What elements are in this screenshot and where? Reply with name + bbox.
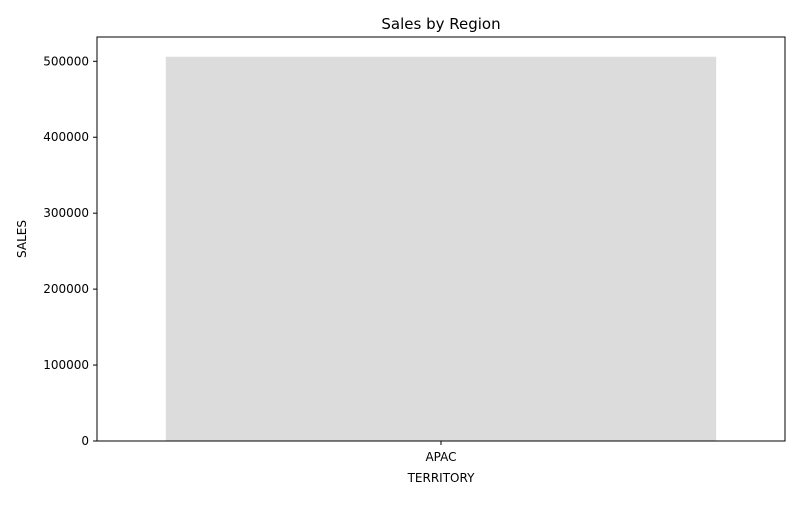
- y-axis-title: SALES: [15, 220, 29, 258]
- y-tick-label: 200000: [43, 282, 89, 296]
- y-tick-label: 400000: [43, 130, 89, 144]
- bars-group: [165, 56, 717, 442]
- bar-apac: [165, 56, 717, 442]
- chart-title: Sales by Region: [381, 15, 500, 33]
- y-tick-label: 500000: [43, 54, 89, 68]
- y-axis-ticks: 0 100000 200000 300000 400000 500000: [43, 54, 97, 448]
- x-axis-ticks: APAC: [425, 441, 457, 464]
- plot-frame: [96, 36, 786, 442]
- x-tick-label: APAC: [425, 450, 456, 464]
- y-tick-label: 100000: [43, 358, 89, 372]
- y-tick-label: 300000: [43, 206, 89, 220]
- y-tick-label: 0: [81, 434, 89, 448]
- x-axis-title: TERRITORY: [407, 471, 475, 485]
